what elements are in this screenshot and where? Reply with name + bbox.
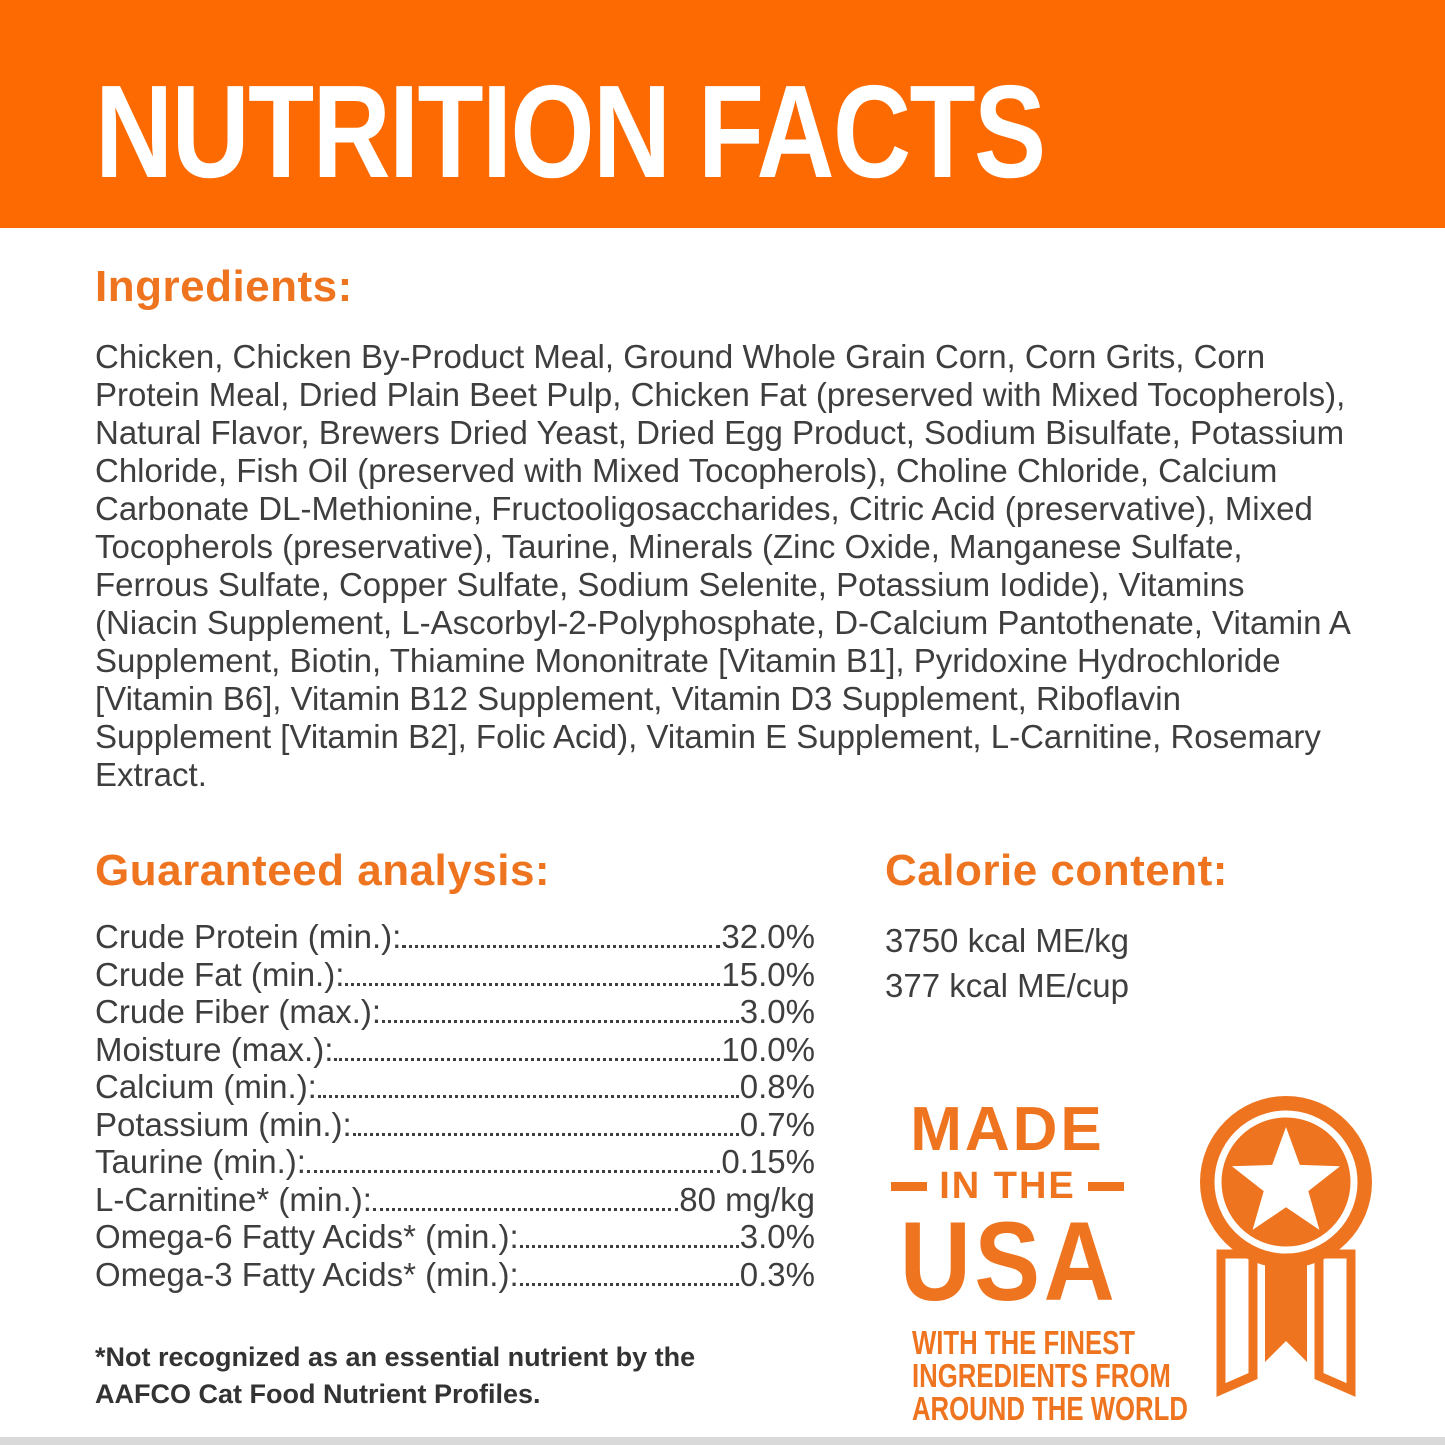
calorie-values: 3750 kcal ME/kg 377 kcal ME/cup bbox=[885, 918, 1386, 1008]
analysis-value: 10.0% bbox=[721, 1030, 815, 1068]
dot-leader bbox=[519, 1282, 739, 1286]
analysis-label: L-Carnitine* (min.): bbox=[95, 1180, 372, 1218]
ingredients-section: Ingredients: Chicken, Chicken By-Product… bbox=[95, 262, 1350, 794]
analysis-value: 15.0% bbox=[721, 955, 815, 993]
page-title: NUTRITION FACTS bbox=[95, 57, 1046, 205]
dot-leader bbox=[317, 1095, 739, 1098]
lower-columns: Guaranteed analysis: Crude Protein (min.… bbox=[95, 846, 1372, 1425]
dot-leader bbox=[402, 945, 721, 948]
ingredients-heading: Ingredients: bbox=[95, 262, 353, 311]
analysis-label: Calcium (min.): bbox=[95, 1068, 317, 1105]
table-row: Moisture (max.): 10.0% bbox=[95, 1031, 815, 1069]
ingredients-text: Chicken, Chicken By-Product Meal, Ground… bbox=[95, 338, 1350, 793]
table-row: Potassium (min.): 0.7% bbox=[95, 1106, 815, 1144]
dot-leader bbox=[372, 1207, 679, 1211]
dot-leader bbox=[382, 1020, 739, 1023]
analysis-value: 32.0% bbox=[721, 918, 815, 955]
header-banner: NUTRITION FACTS bbox=[0, 0, 1445, 228]
usa-label: USA bbox=[899, 1199, 1119, 1324]
analysis-label: Omega-6 Fatty Acids* (min.): bbox=[95, 1218, 519, 1255]
table-row: Omega-3 Fatty Acids* (min.): 0.3% bbox=[95, 1256, 815, 1294]
analysis-value: 0.8% bbox=[739, 1068, 815, 1105]
dot-leader bbox=[306, 1170, 721, 1173]
analysis-label: Omega-3 Fatty Acids* (min.): bbox=[95, 1255, 519, 1293]
dash-left bbox=[891, 1181, 928, 1191]
table-row: Taurine (min.): 0.15% bbox=[95, 1143, 815, 1181]
analysis-value: 3.0% bbox=[739, 993, 815, 1030]
table-row: Omega-6 Fatty Acids* (min.): 3.0% bbox=[95, 1218, 815, 1256]
calorie-content-section: Calorie content: 3750 kcal ME/kg 377 kca… bbox=[885, 846, 1386, 1425]
in-the-label: IN THE bbox=[885, 1164, 1130, 1208]
dot-leader bbox=[334, 1057, 721, 1061]
usa-tagline: WITH THE FINEST INGREDIENTS FROM AROUND … bbox=[911, 1324, 1188, 1427]
dot-leader bbox=[352, 1132, 739, 1136]
dot-leader bbox=[345, 982, 721, 986]
table-row: Crude Fiber (max.): 3.0% bbox=[95, 993, 815, 1031]
award-ribbon-star-icon bbox=[1200, 1096, 1372, 1397]
analysis-value: 80 mg/kg bbox=[679, 1180, 815, 1218]
dot-leader bbox=[519, 1245, 739, 1248]
analysis-label: Crude Fiber (max.): bbox=[95, 993, 382, 1030]
aafco-footnote: *Not recognized as an essential nutrient… bbox=[95, 1342, 696, 1409]
analysis-label: Moisture (max.): bbox=[95, 1030, 334, 1068]
analysis-label: Potassium (min.): bbox=[95, 1105, 352, 1143]
table-row: Crude Protein (min.): 32.0% bbox=[95, 918, 815, 956]
made-label: MADE bbox=[910, 1095, 1105, 1164]
analysis-label: Crude Protein (min.): bbox=[95, 918, 402, 955]
analysis-label: Crude Fat (min.): bbox=[95, 955, 345, 993]
made-in-usa-text: MADE IN THE USA WITH THE FINEST INGREDIE… bbox=[885, 1095, 1188, 1427]
table-row: Crude Fat (min.): 15.0% bbox=[95, 956, 815, 994]
content: Ingredients: Chicken, Chicken By-Product… bbox=[0, 228, 1445, 1425]
guaranteed-analysis-section: Guaranteed analysis: Crude Protein (min.… bbox=[95, 846, 815, 1425]
guaranteed-analysis-heading: Guaranteed analysis: bbox=[95, 846, 551, 895]
analysis-value: 3.0% bbox=[739, 1218, 815, 1255]
table-row: L-Carnitine* (min.): 80 mg/kg bbox=[95, 1181, 815, 1219]
analysis-value: 0.15% bbox=[721, 1143, 815, 1180]
bottom-edge-strip bbox=[0, 1437, 1445, 1445]
analysis-value: 0.3% bbox=[739, 1255, 815, 1293]
made-in-usa-block: MADE IN THE USA WITH THE FINEST INGREDIE… bbox=[885, 1095, 1386, 1427]
dash-right bbox=[1087, 1181, 1124, 1191]
guaranteed-analysis-table: Crude Protein (min.): 32.0% Crude Fat (m… bbox=[95, 918, 815, 1293]
analysis-label: Taurine (min.): bbox=[95, 1143, 306, 1180]
calorie-content-heading: Calorie content: bbox=[885, 846, 1228, 895]
analysis-value: 0.7% bbox=[739, 1105, 815, 1143]
calorie-per-cup: 377 kcal ME/cup bbox=[885, 967, 1129, 1004]
table-row: Calcium (min.): 0.8% bbox=[95, 1068, 815, 1106]
calorie-per-kg: 3750 kcal ME/kg bbox=[885, 922, 1129, 959]
